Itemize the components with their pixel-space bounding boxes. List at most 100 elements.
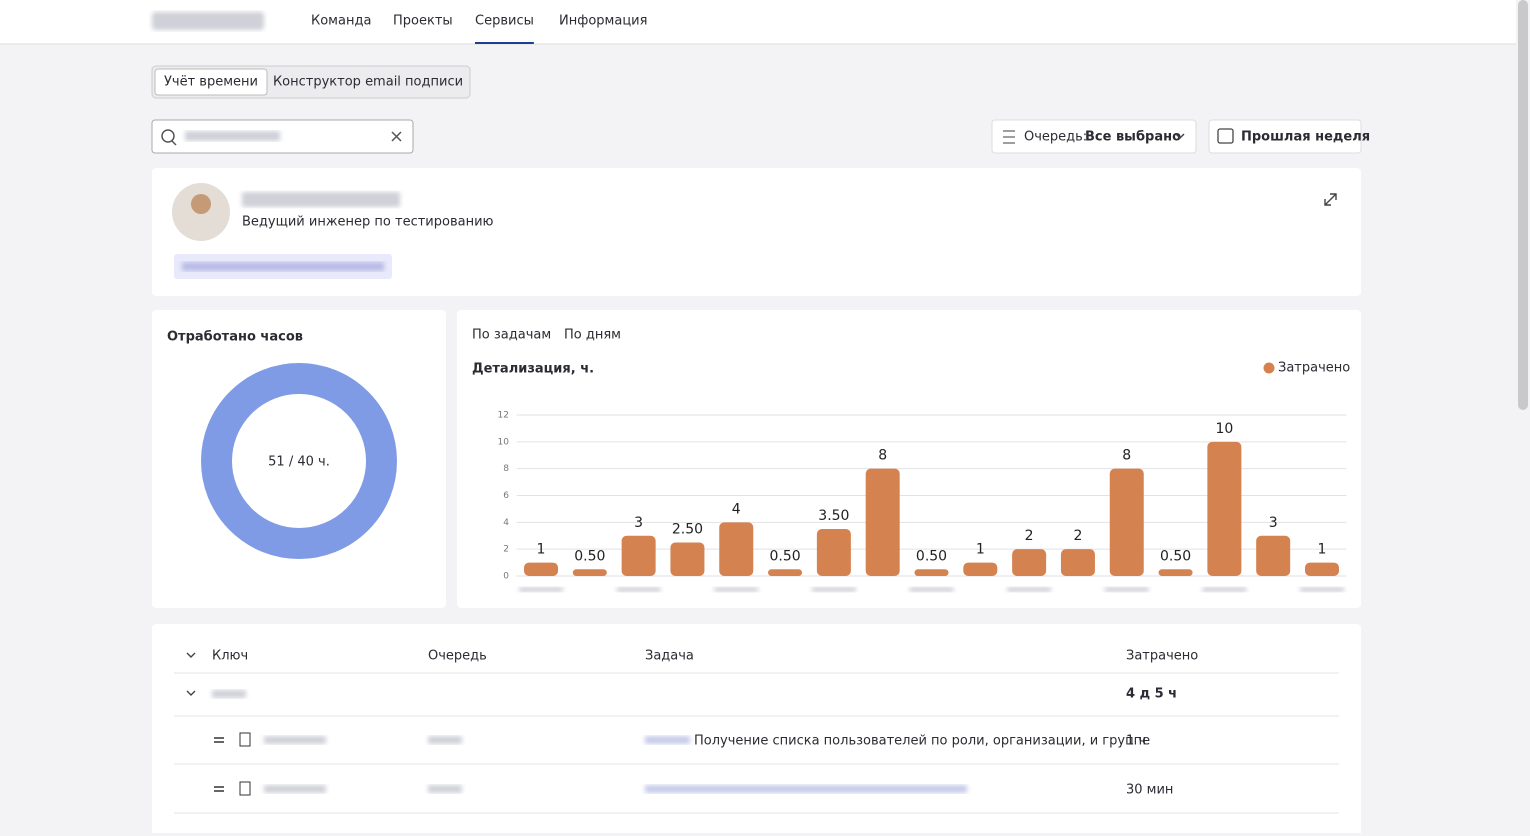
value-label: 4 — [732, 501, 741, 517]
bar — [670, 542, 705, 576]
value-label: 3 — [1269, 515, 1278, 531]
key — [264, 785, 326, 793]
bar — [768, 569, 803, 576]
y-tick-label: 4 — [503, 518, 509, 528]
nav-item[interactable]: Команда — [311, 14, 371, 29]
bar — [572, 569, 607, 576]
search-icon — [161, 129, 175, 143]
value-label: 1 — [1318, 542, 1327, 558]
profile-card — [152, 168, 1361, 296]
calendar-icon — [1217, 128, 1234, 144]
value-label: 2 — [1073, 528, 1082, 544]
legend-swatch — [1263, 362, 1275, 374]
period-filter[interactable] — [1208, 119, 1362, 154]
task — [645, 785, 967, 793]
bar — [1060, 549, 1095, 576]
y-tick-label: 2 — [503, 545, 509, 555]
name — [242, 192, 400, 207]
value-label: 2 — [1025, 528, 1034, 544]
col-header: Ключ — [212, 649, 248, 664]
position: Ведущий инженер по тестированию — [242, 215, 494, 230]
x-tick-label-blurred — [811, 587, 856, 592]
queue-filter[interactable] — [991, 119, 1197, 154]
clear-icon[interactable] — [391, 131, 402, 142]
value-label: 0.50 — [1160, 548, 1191, 564]
y-tick-label: 10 — [498, 437, 510, 447]
avatar — [191, 194, 211, 214]
tag-text — [182, 262, 384, 271]
period: Прошлая неделя — [1241, 130, 1370, 145]
doc-icon — [239, 781, 251, 796]
value-label: 3.50 — [818, 508, 849, 524]
drag-icon[interactable] — [214, 737, 224, 743]
value-label: 8 — [1122, 448, 1131, 464]
spent: 1 ч — [1126, 734, 1146, 749]
x-tick-label-blurred — [1202, 587, 1247, 592]
value-label: 1 — [976, 542, 985, 558]
spent: 30 мин — [1126, 783, 1173, 798]
value-label: 8 — [878, 448, 887, 464]
queue — [428, 736, 462, 744]
key — [264, 736, 326, 744]
bar — [1012, 549, 1047, 576]
tab[interactable]: Учёт времени — [164, 75, 258, 90]
x-tick-label-blurred — [1299, 587, 1344, 592]
hours-title: Отработано часов — [167, 330, 303, 345]
scrollbar — [1518, 0, 1528, 410]
fade — [0, 833, 1530, 836]
chevron[interactable] — [186, 652, 196, 658]
group-key — [212, 690, 246, 698]
chevron[interactable] — [186, 690, 196, 696]
col-header: Очередь — [428, 649, 487, 664]
bar — [1207, 441, 1242, 576]
task[interactable]: Получение списка пользователей по роли, … — [694, 734, 1150, 749]
x-tick-label-blurred — [714, 587, 759, 592]
value-label: 0.50 — [574, 548, 605, 564]
filter-icon — [1003, 130, 1015, 144]
chart-title: Детализация, ч. — [472, 362, 594, 377]
chart-tab[interactable]: По задачам — [472, 328, 551, 343]
bar — [1256, 535, 1291, 576]
nav-item[interactable]: Сервисы — [475, 14, 534, 29]
value-label: 2.50 — [672, 521, 703, 537]
x-tick-label-blurred — [909, 587, 954, 592]
y-tick-label: 6 — [503, 491, 509, 501]
legend-label: Затрачено — [1278, 361, 1350, 376]
bar — [963, 562, 998, 576]
bar — [816, 529, 851, 576]
drag-icon[interactable] — [214, 786, 224, 792]
x-tick-label-blurred — [1104, 587, 1149, 592]
nav-item[interactable]: Проекты — [393, 14, 453, 29]
bar — [914, 569, 949, 576]
search-box[interactable] — [151, 119, 414, 154]
expand-icon[interactable] — [1324, 193, 1337, 206]
filter-value: Все выбрано — [1085, 130, 1181, 145]
doc-icon — [239, 732, 251, 747]
filter-label: Очередь: — [1024, 130, 1087, 145]
y-tick-label: 0 — [503, 572, 509, 582]
bar — [621, 535, 656, 576]
chevron — [1175, 133, 1185, 140]
nav: Команда Проекты Сервисы Информация — [311, 14, 647, 44]
nav-underline — [475, 42, 534, 44]
tab[interactable]: Конструктор email подписи — [273, 75, 463, 90]
chart-tab[interactable]: По дням — [564, 328, 621, 343]
search-value — [185, 131, 280, 141]
nav-item[interactable]: Информация — [559, 14, 647, 29]
logo — [152, 12, 264, 30]
queue — [428, 785, 462, 793]
task-prefix — [645, 736, 690, 744]
col-header: Задача — [645, 649, 694, 664]
bar — [865, 468, 900, 576]
search-icon — [171, 140, 177, 146]
value-label: 0.50 — [769, 548, 800, 564]
table-card — [152, 624, 1361, 836]
hours-card — [152, 310, 446, 608]
value-label: 1 — [537, 542, 546, 558]
x-tick-label-blurred — [1007, 587, 1052, 592]
bar — [719, 522, 754, 576]
x-tick-label-blurred — [519, 587, 564, 592]
bar — [1109, 468, 1144, 576]
